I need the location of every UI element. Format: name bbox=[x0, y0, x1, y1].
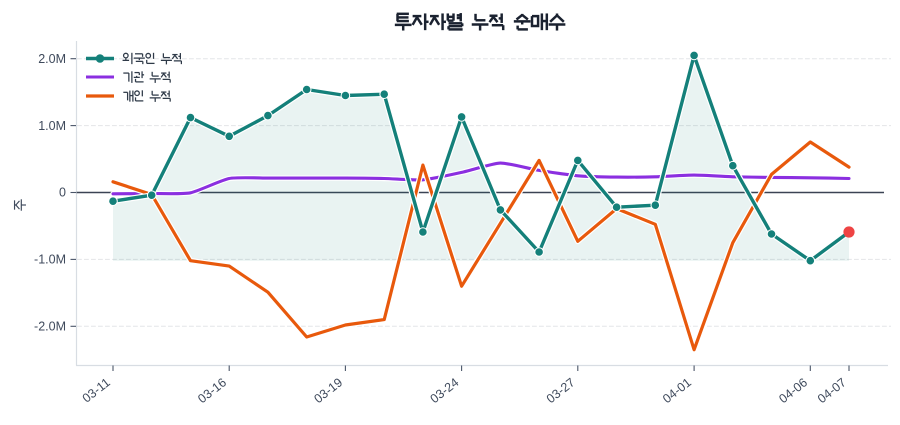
svg-text:2.0M: 2.0M bbox=[38, 52, 66, 66]
svg-text:-2.0M: -2.0M bbox=[34, 320, 66, 334]
svg-text:-1.0M: -1.0M bbox=[34, 253, 66, 267]
svg-text:1.0M: 1.0M bbox=[38, 119, 66, 133]
svg-text:0: 0 bbox=[59, 186, 66, 200]
